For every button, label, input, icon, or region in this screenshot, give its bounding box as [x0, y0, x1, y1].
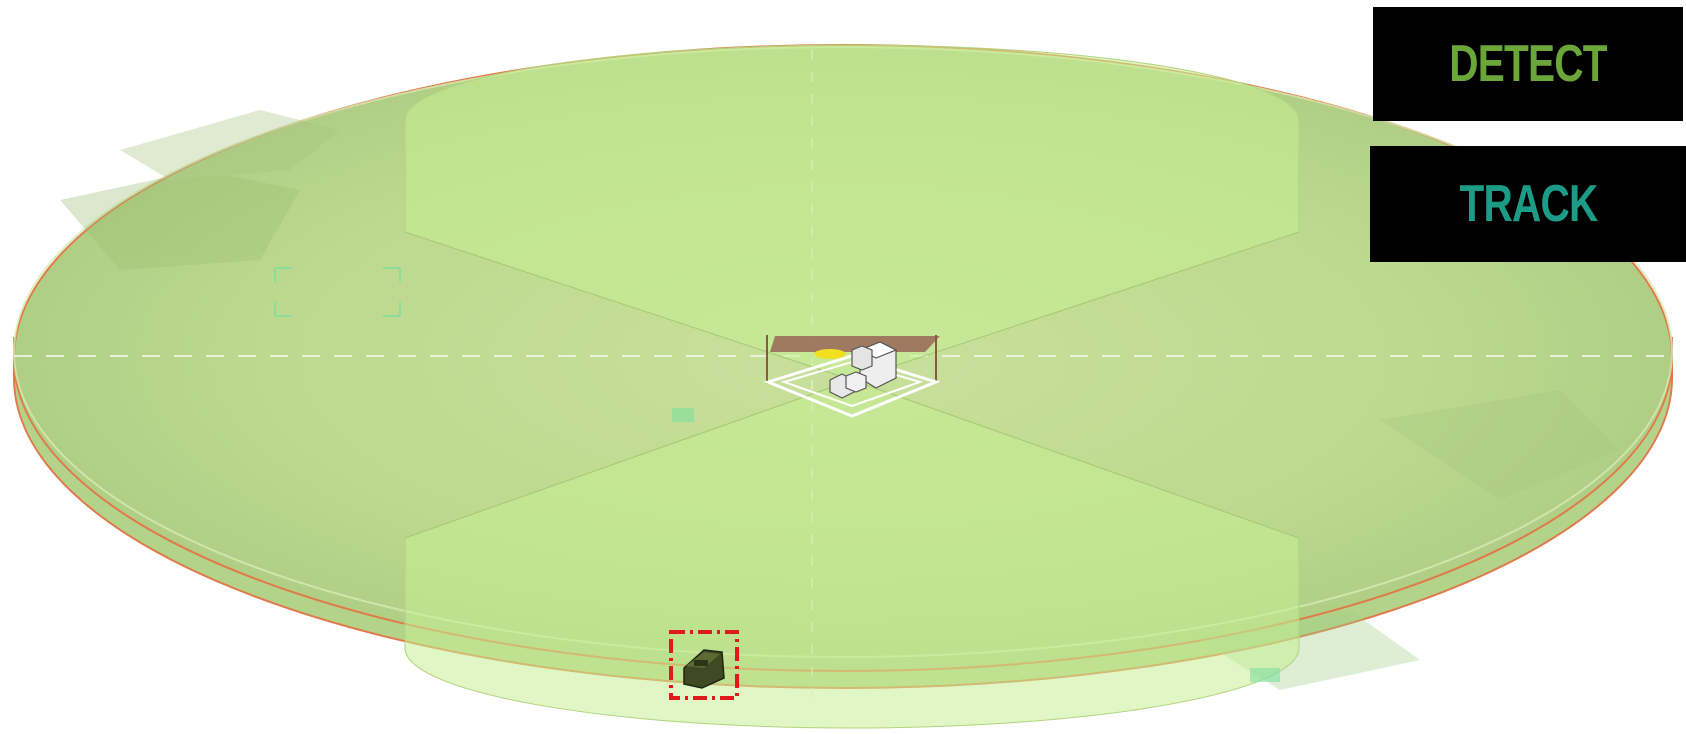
sector-edge	[851, 231, 1300, 381]
terrain-field-patch	[60, 170, 300, 270]
site-deck	[770, 336, 940, 352]
detect-mode-panel: DETECT	[1373, 7, 1683, 121]
dashed-target-box	[669, 630, 739, 700]
faint-blip	[1250, 668, 1280, 682]
detect-label: DETECT	[1449, 35, 1607, 93]
terrain-field-patch	[120, 110, 340, 180]
site-perimeter	[763, 354, 941, 418]
faint-track-box	[274, 267, 401, 317]
coverage-sectors	[404, 44, 1300, 729]
building	[851, 345, 873, 371]
sector-edge	[404, 231, 853, 381]
upper-sector	[404, 44, 1300, 381]
building	[845, 371, 867, 393]
track-mode-panel: TRACK	[1370, 146, 1686, 262]
sector-edge	[404, 379, 853, 539]
lower-sector	[404, 379, 1300, 729]
track-label: TRACK	[1458, 175, 1598, 233]
sector-edge	[851, 379, 1300, 539]
grid-crosshair	[14, 50, 1672, 700]
armored-vehicle-icon	[683, 649, 725, 689]
site-yellow-marker	[814, 349, 846, 359]
terrain-field-patch	[1380, 390, 1620, 500]
sensor-site-icon	[763, 335, 941, 418]
faint-blip	[672, 408, 694, 422]
tracked-target	[669, 630, 739, 700]
site-perimeter-inner	[780, 360, 924, 408]
